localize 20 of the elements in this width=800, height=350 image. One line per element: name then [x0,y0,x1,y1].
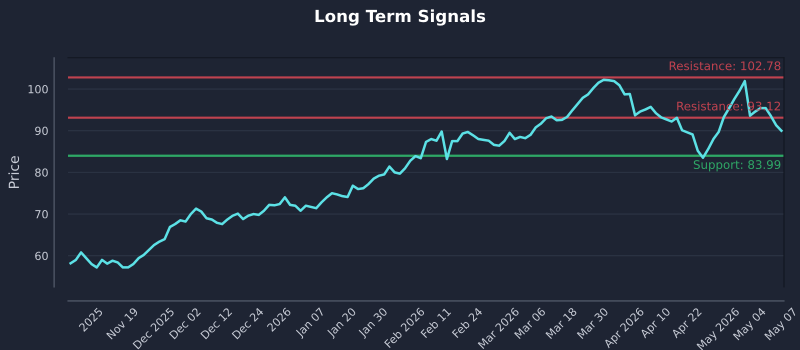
x-tick-label: Mar 18 [545,307,578,340]
x-tick-label: Jan 07 [294,307,326,339]
line-series [69,78,783,269]
y-tick-label: 80 [35,168,48,177]
x-tick-label: Dec 24 [232,307,264,340]
y-tick-label: 70 [35,210,48,218]
x-tick-label: Dec 12 [200,307,232,340]
y-axis-title: Price [8,156,20,188]
ref-line-label: Support: 83.99 [694,160,780,172]
y-tick-label: 100 [28,84,48,94]
y-tick-label: 90 [35,126,48,136]
x-tick-label: Feb 24 [452,306,483,338]
x-tick-label: Nov 19 [106,307,139,340]
ref-line-label: Resistance: 102.78 [670,61,780,70]
x-tick-label: Jan 20 [326,307,358,339]
x-tick-label: Apr 22 [670,307,704,340]
x-tick-label: Jan 30 [357,307,390,339]
chart-title: Long Term Signals [316,9,486,26]
y-tick-label: 60 [35,252,48,260]
x-tick-label: Mar 30 [576,307,609,340]
